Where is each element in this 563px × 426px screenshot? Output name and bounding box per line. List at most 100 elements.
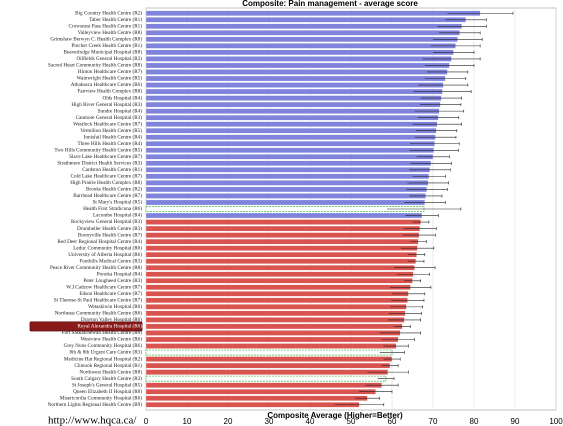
y-tick-label: Westlock Healthcare Centre (R7) — [73, 120, 142, 127]
x-tick-label: 80 — [470, 417, 479, 426]
bar — [145, 330, 401, 336]
x-tick-label: 70 — [429, 417, 438, 426]
y-tick-label: Bonnyville Health Centre (R7) — [78, 231, 142, 238]
y-tick-label: Grey Nuns Community Hospital (R6) — [64, 342, 143, 349]
bar — [145, 17, 466, 23]
bar — [145, 36, 458, 43]
bar — [145, 114, 439, 121]
x-tick-label: 20 — [224, 417, 233, 426]
y-tick-label: Three Hills Health Centre (R4) — [77, 140, 142, 147]
y-tick-label: Health First Strathcona (R6) — [83, 205, 142, 212]
y-tick-label: Ponoka Hospital (R4) — [97, 270, 143, 277]
bar — [145, 212, 423, 219]
bar — [145, 108, 440, 114]
y-tick-label: Innisfail Health Centre (R4) — [84, 133, 143, 140]
y-tick-label: Barrhead Healthcare Centre (R7) — [73, 192, 142, 199]
y-tick-label: Red Deer Regional Hospital Centre (R4) — [57, 238, 142, 245]
bar — [145, 225, 421, 232]
bar — [145, 49, 454, 56]
y-tick-label: High Prairie Health Complex (R8) — [70, 179, 142, 186]
bar — [145, 310, 406, 317]
x-tick-label: 90 — [511, 417, 520, 426]
y-tick-label: Pincher Creek Health Centre (R1) — [71, 42, 142, 49]
x-axis-label: Composite Average (Higher=Better) — [267, 411, 403, 420]
bar — [145, 134, 436, 140]
bar — [145, 395, 368, 401]
bar — [145, 75, 446, 82]
x-tick-label: 30 — [265, 417, 274, 426]
bar — [145, 95, 442, 101]
bar — [145, 258, 416, 264]
bar — [145, 265, 415, 271]
bar — [145, 232, 420, 238]
y-tick-label: Hinton Healthcare Centre (R7) — [78, 68, 142, 75]
bar — [145, 375, 387, 382]
bar — [145, 82, 444, 88]
y-tick-label: Athabasca Healthcare Centre (R6) — [71, 81, 143, 88]
y-tick-label: South Calgary Health Centre (R3) — [71, 375, 142, 382]
bar — [145, 369, 389, 375]
y-tick-label: Edson Healthcare Centre (R7) — [79, 290, 142, 297]
bar — [145, 173, 430, 180]
bar — [145, 362, 391, 369]
x-tick-label: 10 — [183, 417, 192, 426]
bar — [145, 69, 448, 75]
x-tick-label: 40 — [306, 417, 315, 426]
y-tick-label: Big Country Health Centre (R2) — [75, 9, 142, 16]
bar — [145, 206, 425, 212]
y-tick-label: Peace River Community Health Centre (R8) — [50, 264, 142, 271]
y-tick-label: Brooks Health Centre (R2) — [86, 186, 142, 193]
x-tick-label: 50 — [347, 417, 356, 426]
y-tick-label: Foothills Medical Centre (R3) — [79, 257, 142, 264]
y-tick-label: Two Hills Community Health Centre (R5) — [54, 146, 142, 153]
bar — [145, 402, 360, 408]
y-tick-label: Wainwright Health Centre (R5) — [77, 75, 143, 82]
footer-url: http://www.hqca.ca/ — [48, 415, 137, 426]
bar — [145, 62, 450, 69]
y-tick-label: Cardston Health Centre (R1) — [82, 166, 142, 173]
bar — [145, 382, 382, 388]
bar — [145, 23, 462, 30]
y-tick-label: Sundre Hospital (R4) — [98, 107, 143, 114]
bar — [145, 180, 429, 186]
y-tick-label: Olds Hospital (R4) — [103, 94, 143, 101]
y-tick-label: Chinook Regional Hospital (R1) — [74, 362, 142, 369]
y-tick-label: Royal Alexandra Hospital (R6) — [77, 323, 142, 330]
y-tick-label: Canmore General Hospital (R3) — [76, 114, 143, 121]
x-tick-label: 100 — [549, 417, 563, 426]
bar — [145, 101, 441, 108]
bar — [145, 238, 419, 245]
y-tick-label: Cold Lake Healthcare Centre (R7) — [71, 173, 143, 180]
bar — [145, 30, 460, 36]
bar — [145, 278, 413, 284]
bar — [145, 317, 405, 323]
x-tick-label: 60 — [388, 417, 397, 426]
y-tick-label: Rockyview General Hospital (R3) — [71, 218, 142, 225]
y-tick-label: Strathmore District Health Services (R3) — [57, 160, 142, 167]
y-tick-label: St Therese-St Paul Healthcare Centre (R7… — [54, 297, 142, 304]
y-tick-label: Beaverlodge Municipal Hospital (R8) — [63, 49, 142, 56]
bar — [145, 121, 438, 127]
y-tick-label: Slave Lake Healthcare Centre (R7) — [69, 153, 142, 160]
bar — [145, 219, 421, 225]
bar — [145, 186, 428, 193]
bar — [145, 245, 418, 251]
y-tick-label: St Joseph's General Hospital (R5) — [72, 381, 142, 388]
y-tick-label: Northwest Health Centre (R8) — [79, 368, 142, 375]
y-tick-label: Fairview Health Complex (R8) — [77, 88, 142, 95]
bar — [145, 88, 443, 95]
bar — [145, 141, 435, 147]
x-tick-label: 0 — [144, 417, 149, 426]
y-tick-label: Northeast Community Health Centre (R6) — [55, 310, 143, 317]
y-tick-label: High River General Hospital (R3) — [71, 101, 142, 108]
y-tick-label: W.J.Cadzow Healthcare Centre (R7) — [66, 283, 142, 290]
bar — [145, 251, 417, 258]
bar — [145, 10, 481, 16]
y-tick-label: Peter Lougheed Centre (R3) — [83, 277, 142, 284]
bar — [145, 56, 452, 62]
y-tick-label: 8th & 8th Urgent Care Centre (R3) — [69, 349, 142, 356]
bar — [145, 199, 425, 206]
bar — [145, 297, 408, 304]
y-tick-label: Grimshaw Berwyn C. Health Complex (R8) — [50, 36, 142, 43]
